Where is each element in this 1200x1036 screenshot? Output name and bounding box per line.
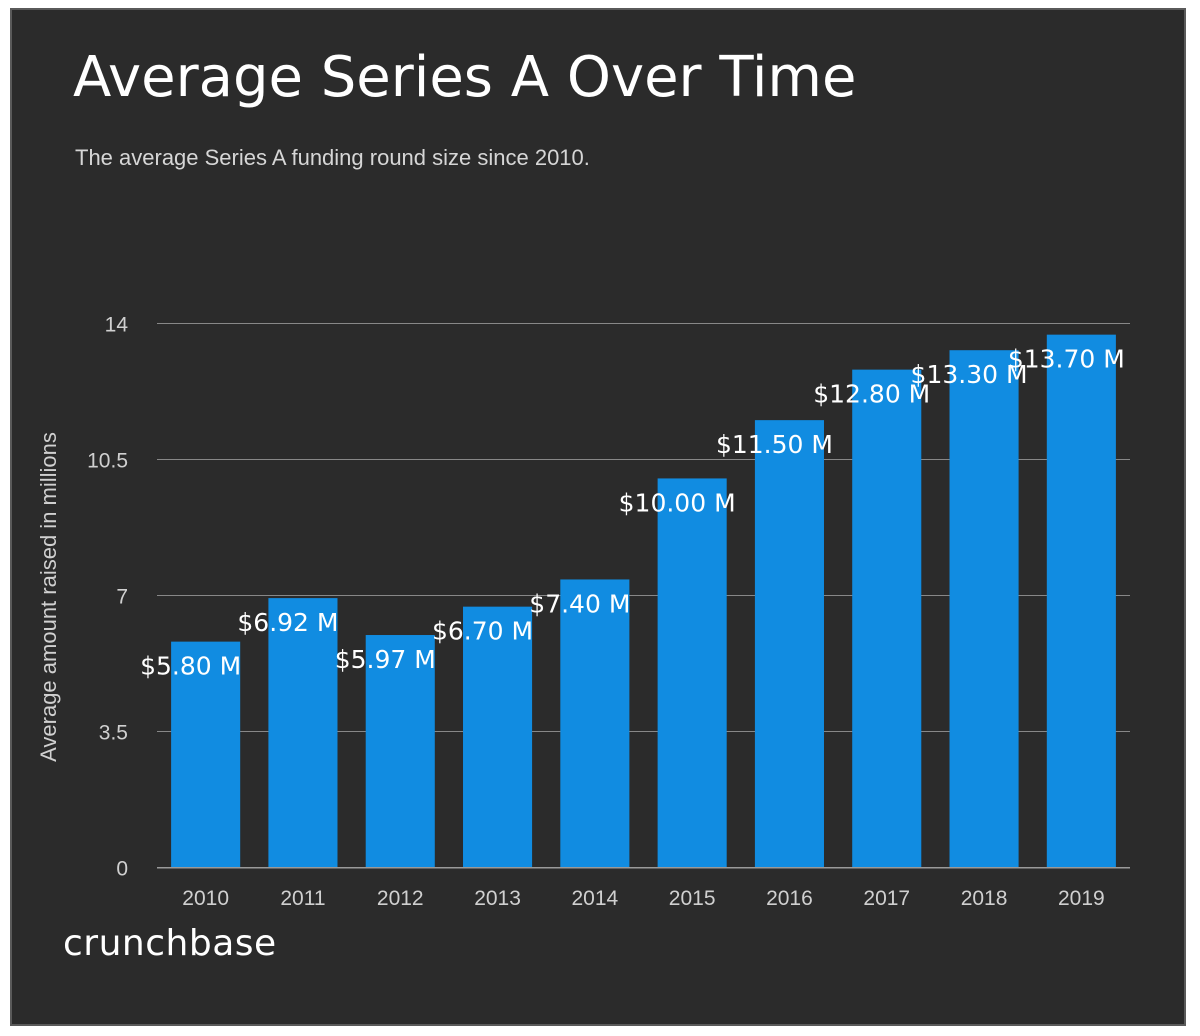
bar-2011 xyxy=(268,598,338,867)
bar-data-label: $6.70 M xyxy=(432,617,533,646)
y-axis-label: Average amount raised in millions xyxy=(36,432,61,762)
y-tick-label: 10.5 xyxy=(87,450,128,473)
bar-data-label: $5.80 M xyxy=(140,652,241,681)
x-tick-label: 2010 xyxy=(182,887,229,910)
bar-data-label: $11.50 M xyxy=(716,430,833,459)
bar-2013 xyxy=(463,606,533,867)
bar-data-label: $13.30 M xyxy=(911,360,1028,389)
bar-2018 xyxy=(949,350,1019,867)
x-tick-label: 2014 xyxy=(571,887,618,910)
x-tick-label: 2011 xyxy=(280,887,325,910)
chart-subtitle: The average Series A funding round size … xyxy=(75,145,590,170)
bar-2012 xyxy=(365,635,435,867)
bar-data-label: $5.97 M xyxy=(335,645,436,674)
bar-data-label: $13.70 M xyxy=(1008,345,1125,374)
x-tick-label: 2015 xyxy=(669,887,716,910)
bar-2014 xyxy=(560,579,630,867)
bar-2019 xyxy=(1046,334,1116,868)
bar-2010 xyxy=(171,641,241,867)
bar-data-label: $6.92 M xyxy=(237,608,338,637)
bar-data-label: $12.80 M xyxy=(813,380,930,409)
x-tick-label: 2012 xyxy=(377,887,424,910)
axes: 0 3.5 7 10.5 14 2010 2011 2012 2013 2014 2015 2016 2… xyxy=(87,314,1105,911)
x-tick-label: 2017 xyxy=(863,887,910,910)
y-tick-label: 14 xyxy=(105,314,129,337)
bar-data-label: $7.40 M xyxy=(529,589,630,618)
chart-title: Average Series A Over Time xyxy=(73,45,857,110)
y-tick-label: 7 xyxy=(116,586,128,609)
x-tick-label: 2018 xyxy=(961,887,1008,910)
y-tick-label: 3.5 xyxy=(99,722,128,745)
bar-data-label: $10.00 M xyxy=(619,488,736,517)
bar-2017 xyxy=(852,369,922,867)
crunchbase-logo: crunchbase xyxy=(63,923,277,964)
bars xyxy=(171,334,1116,868)
bar-2015 xyxy=(657,478,727,867)
x-tick-label: 2016 xyxy=(766,887,813,910)
x-tick-label: 2019 xyxy=(1058,887,1105,910)
bar-2016 xyxy=(754,420,824,867)
y-tick-label: 0 xyxy=(116,858,128,881)
bar-data-labels: $5.80 M $6.92 M $5.97 M$6.70 M$7.40 M $10.0… xyxy=(140,345,1125,681)
x-tick-label: 2013 xyxy=(474,887,521,910)
